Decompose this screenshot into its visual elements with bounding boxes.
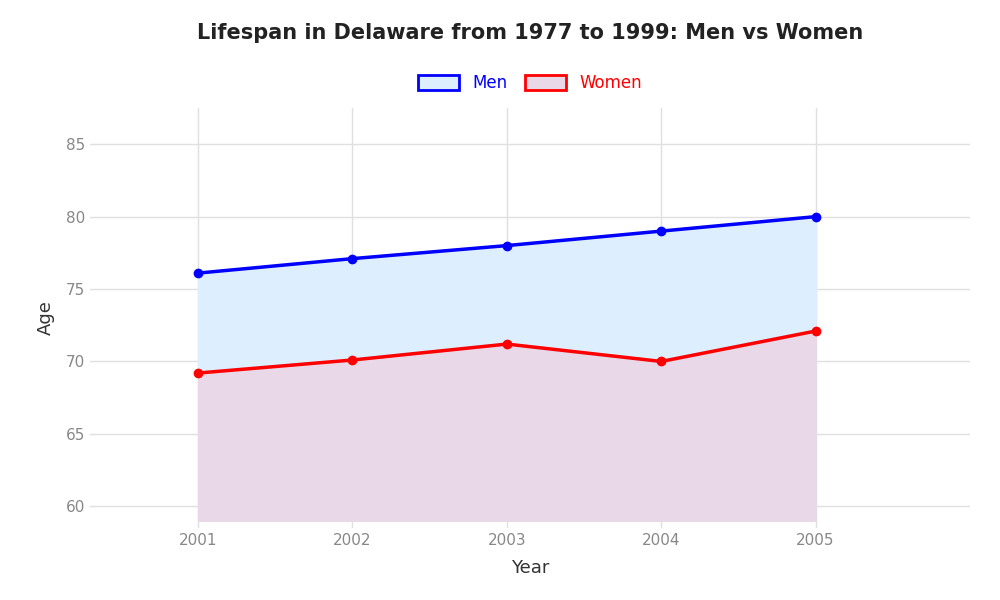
Title: Lifespan in Delaware from 1977 to 1999: Men vs Women: Lifespan in Delaware from 1977 to 1999: … [197,23,863,43]
Y-axis label: Age: Age [37,301,55,335]
X-axis label: Year: Year [511,559,549,577]
Legend: Men, Women: Men, Women [409,66,651,101]
